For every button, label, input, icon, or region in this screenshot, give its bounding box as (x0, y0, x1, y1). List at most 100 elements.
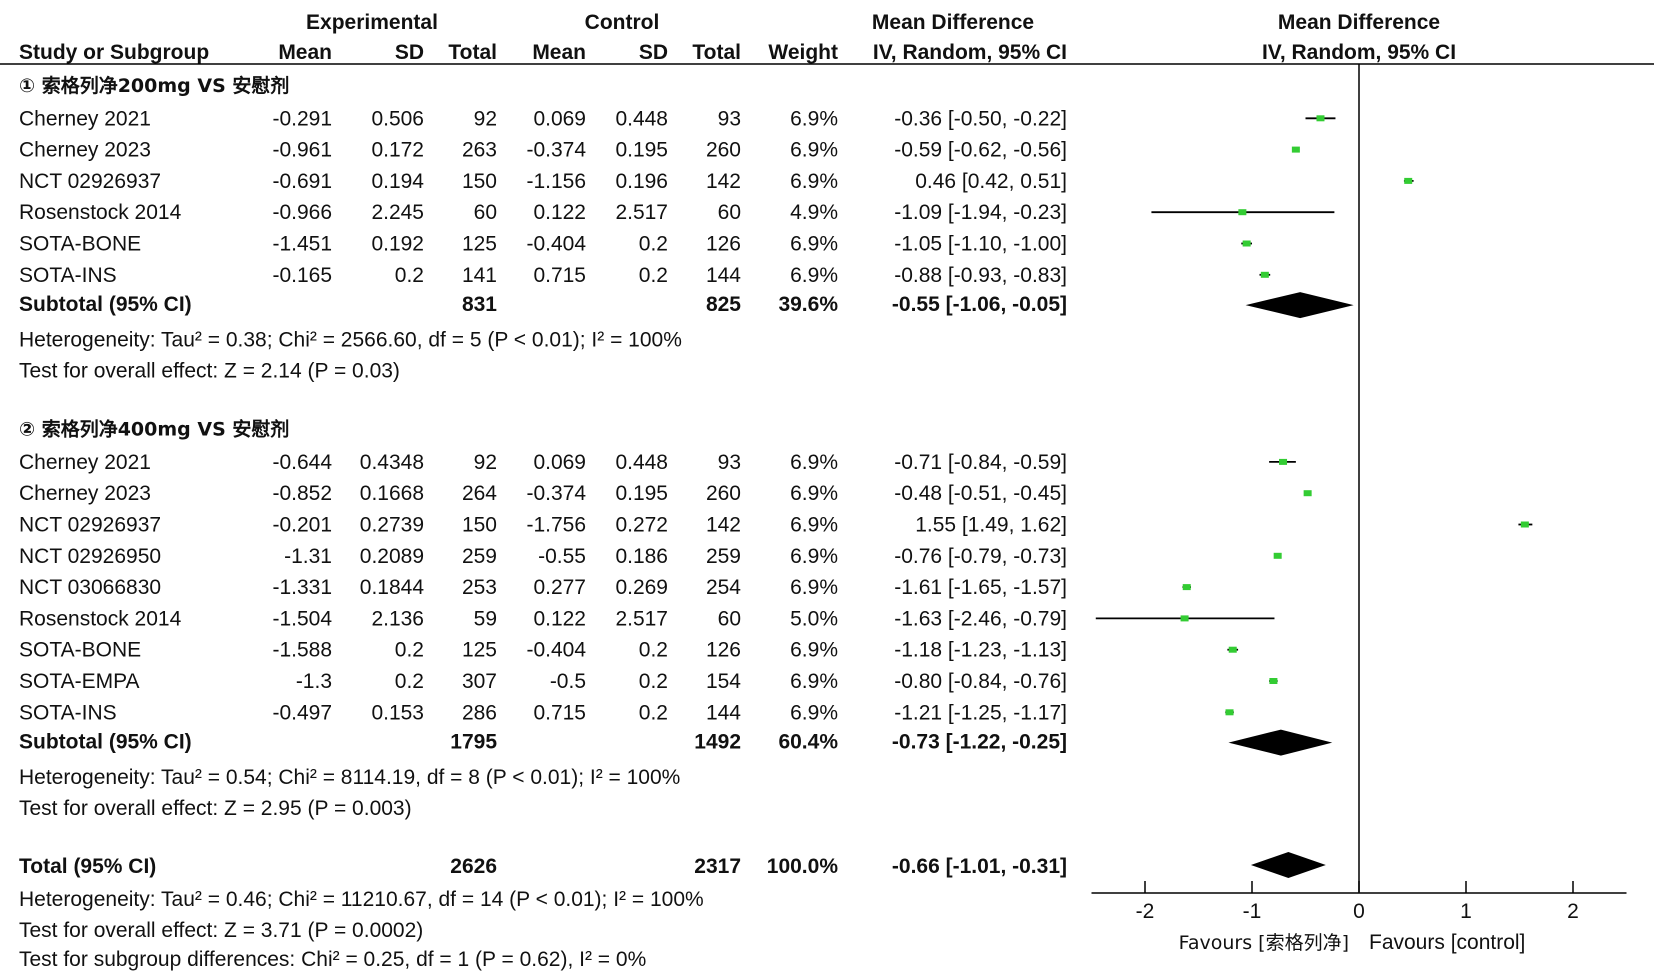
exp-total: 253 (462, 576, 497, 599)
exp-total: 263 (462, 139, 497, 162)
ctrl-mean: -0.404 (526, 233, 586, 256)
study-weight: 6.9% (790, 514, 838, 537)
exp-sd: 0.192 (371, 233, 424, 256)
study-ci: 0.46 [0.42, 0.51] (915, 170, 1067, 193)
header-control: Control (585, 11, 660, 34)
exp-sd: 0.194 (371, 170, 424, 193)
ctrl-total: 260 (706, 139, 741, 162)
study-point (1273, 552, 1282, 559)
ctrl-sd: 0.186 (615, 545, 668, 568)
header-study-or-subgroup: Study or Subgroup (19, 41, 209, 64)
ctrl-total: 154 (706, 670, 741, 693)
ctrl-mean: 0.715 (533, 264, 586, 287)
exp-sd: 0.1668 (360, 482, 424, 505)
study-ci: -1.18 [-1.23, -1.13] (894, 639, 1067, 662)
exp-sd: 0.4348 (360, 451, 424, 474)
header-experimental: Experimental (306, 11, 438, 34)
header-exp-sd: SD (395, 41, 424, 64)
exp-sd: 2.136 (371, 607, 424, 630)
exp-mean: -1.588 (272, 639, 332, 662)
favours-right-label: Favours [control] (1369, 931, 1525, 954)
study-weight: 6.9% (790, 170, 838, 193)
ctrl-sd: 2.517 (615, 201, 668, 224)
ctrl-total: 93 (718, 107, 741, 130)
exp-sd: 2.245 (371, 201, 424, 224)
total-ci: -0.66 [-1.01, -0.31] (892, 855, 1067, 878)
header-plot-mean-difference: Mean Difference (1278, 11, 1440, 34)
study-weight: 6.9% (790, 264, 838, 287)
ctrl-total: 60 (718, 201, 741, 224)
study-weight: 6.9% (790, 139, 838, 162)
exp-mean: -0.201 (272, 514, 332, 537)
study-point (1260, 271, 1269, 278)
study-ci: -1.21 [-1.25, -1.17] (894, 701, 1067, 724)
ctrl-sd: 0.2 (639, 264, 668, 287)
ctrl-mean: -0.374 (526, 139, 586, 162)
total-exp-total: 2626 (450, 855, 497, 878)
study-name: NCT 02926937 (19, 170, 161, 193)
study-point (1238, 209, 1247, 216)
study-point (1242, 240, 1251, 247)
subgroup-title: ① 索格列净200mg VS 安慰剂 (19, 74, 289, 97)
exp-total: 264 (462, 482, 497, 505)
study-name: Cherney 2023 (19, 139, 151, 162)
ctrl-sd: 0.448 (615, 107, 668, 130)
subtotal-exp-total: 831 (462, 293, 497, 316)
exp-mean: -0.691 (272, 170, 332, 193)
study-ci: -0.48 [-0.51, -0.45] (894, 482, 1067, 505)
ctrl-mean: -1.156 (526, 170, 586, 193)
exp-mean: -1.31 (284, 545, 332, 568)
ctrl-mean: 0.715 (533, 701, 586, 724)
ctrl-sd: 0.2 (639, 639, 668, 662)
header-exp-mean: Mean (278, 41, 332, 64)
total-overall-effect-text: Test for overall effect: Z = 3.71 (P = 0… (19, 919, 423, 942)
study-point (1279, 458, 1288, 465)
ctrl-total: 254 (706, 576, 741, 599)
study-weight: 6.9% (790, 233, 838, 256)
ctrl-mean: 0.122 (533, 201, 586, 224)
header-ci: IV, Random, 95% CI (873, 41, 1067, 64)
subtotal-weight: 60.4% (778, 731, 838, 754)
subgroup-differences-text: Test for subgroup differences: Chi² = 0.… (19, 948, 646, 971)
ctrl-total: 259 (706, 545, 741, 568)
exp-mean: -1.3 (296, 670, 332, 693)
exp-mean: -1.451 (272, 233, 332, 256)
exp-total: 141 (462, 264, 497, 287)
total-heterogeneity-text: Heterogeneity: Tau² = 0.46; Chi² = 11210… (19, 888, 704, 911)
exp-sd: 0.153 (371, 701, 424, 724)
exp-total: 259 (462, 545, 497, 568)
exp-mean: -0.291 (272, 107, 332, 130)
study-point (1303, 490, 1312, 497)
ctrl-mean: -0.55 (538, 545, 586, 568)
study-ci: -1.09 [-1.94, -0.23] (894, 201, 1067, 224)
study-weight: 6.9% (790, 701, 838, 724)
total-weight: 100.0% (767, 855, 839, 878)
study-ci: -1.61 [-1.65, -1.57] (894, 576, 1067, 599)
exp-sd: 0.2 (395, 264, 424, 287)
exp-mean: -0.961 (272, 139, 332, 162)
ctrl-mean: 0.069 (533, 451, 586, 474)
exp-total: 125 (462, 639, 497, 662)
exp-total: 307 (462, 670, 497, 693)
study-name: SOTA-EMPA (19, 670, 140, 693)
study-point (1520, 521, 1529, 528)
exp-sd: 0.2 (395, 670, 424, 693)
study-point (1404, 177, 1413, 184)
exp-mean: -0.852 (272, 482, 332, 505)
study-ci: -0.71 [-0.84, -0.59] (894, 451, 1067, 474)
header-ctrl-total: Total (692, 41, 741, 64)
study-weight: 6.9% (790, 576, 838, 599)
total-label: Total (95% CI) (19, 855, 156, 878)
subtotal-diamond (1228, 729, 1333, 756)
exp-sd: 0.2089 (360, 545, 424, 568)
study-ci: -0.76 [-0.79, -0.73] (894, 545, 1067, 568)
ctrl-total: 126 (706, 639, 741, 662)
study-name: SOTA-INS (19, 264, 117, 287)
header-ctrl-sd: SD (639, 41, 668, 64)
exp-total: 150 (462, 170, 497, 193)
ctrl-mean: -1.756 (526, 514, 586, 537)
study-weight: 5.0% (790, 607, 838, 630)
exp-total: 92 (474, 107, 497, 130)
overall-effect-text: Test for overall effect: Z = 2.14 (P = 0… (19, 360, 400, 383)
